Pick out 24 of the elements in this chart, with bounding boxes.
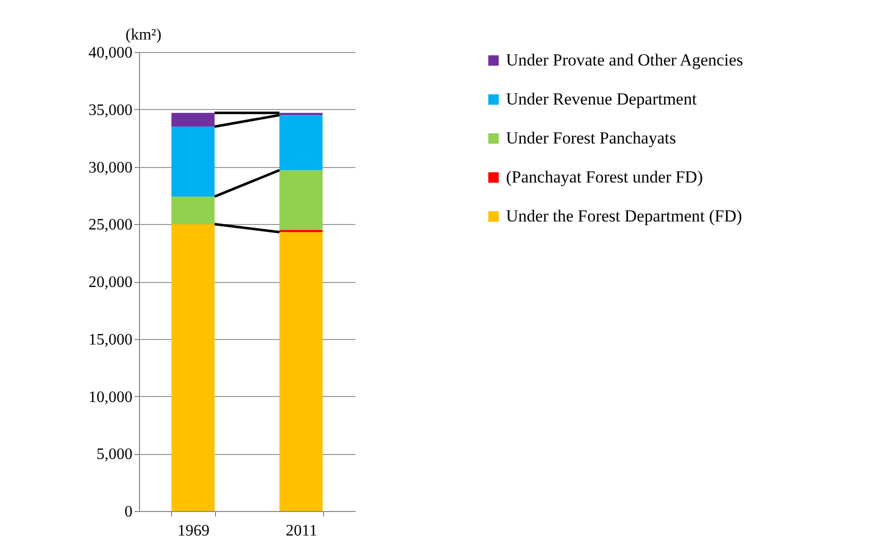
y-tick-label: 5,000 [96, 446, 132, 464]
y-tick-label: 0 [124, 504, 132, 520]
bar [171, 196, 215, 224]
bar [171, 224, 215, 511]
y-tick-label: 25,000 [88, 216, 132, 234]
x-tick-label: 2011 [286, 522, 318, 540]
bar [279, 232, 323, 511]
y-tick-label: 30,000 [88, 159, 132, 176]
legend-label: Under the Forest Department (FD) [506, 206, 742, 226]
legend-label: Under Forest Panchayats [506, 128, 676, 148]
y-tick-label: 20,000 [88, 274, 132, 291]
bar [171, 126, 215, 197]
y-axis-title: (km²) [126, 26, 162, 44]
legend-label: Under Provate and Other Agencies [506, 50, 743, 70]
bar [279, 170, 323, 230]
legend-label: Under Revenue Department [506, 90, 697, 108]
bar [279, 115, 323, 170]
y-tick-label: 40,000 [88, 44, 132, 62]
y-tick-label: 10,000 [88, 388, 132, 406]
legend-label: (Panchayat Forest under FD) [506, 168, 703, 186]
y-tick-label: 35,000 [88, 102, 132, 119]
x-tick-label: 1969 [178, 522, 210, 540]
bar [171, 112, 215, 127]
y-tick-label: 15,000 [88, 331, 132, 348]
